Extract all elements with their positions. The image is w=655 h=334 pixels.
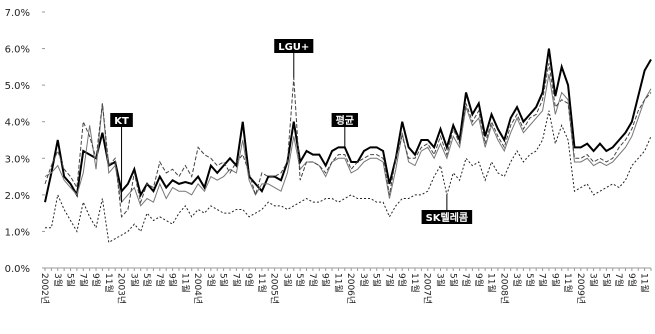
- x-tick-label: 3월: [281, 273, 293, 287]
- callout-box: [421, 210, 473, 224]
- x-tick-label: 2007년: [422, 273, 433, 304]
- callout: [421, 194, 473, 224]
- x-tick-label: 7월: [307, 273, 319, 287]
- x-tick-label: 5월: [65, 273, 77, 287]
- callout: [110, 113, 133, 203]
- x-tick-label: 5월: [294, 273, 306, 287]
- callout-text: KT: [114, 116, 129, 127]
- y-tick-label: 3.0%: [5, 154, 30, 165]
- x-tick-label: 2003년: [116, 273, 127, 304]
- callout: [274, 39, 314, 78]
- x-tick-label: 11월: [256, 273, 268, 293]
- callout-text: LGU+: [278, 42, 309, 53]
- series-line: [44, 74, 652, 207]
- x-tick-label: 2002년: [39, 273, 50, 304]
- callout-box: [331, 113, 359, 127]
- callout: [331, 113, 359, 148]
- x-tick-label: 5월: [141, 273, 153, 287]
- x-tick-label: 7월: [383, 273, 395, 287]
- series-line: [44, 63, 652, 218]
- x-tick-label: 3월: [205, 273, 217, 287]
- x-tick-label: 3월: [128, 273, 140, 287]
- y-tick-label: 5.0%: [5, 81, 30, 92]
- x-tick-label: 9월: [167, 273, 179, 287]
- x-tick-label: 3월: [52, 273, 64, 287]
- x-tick-label: 5월: [600, 273, 612, 287]
- x-tick-label: 9월: [549, 273, 561, 287]
- x-tick-label: 11월: [179, 273, 191, 293]
- x-tick-label: 9월: [243, 273, 255, 287]
- x-tick-label: 3월: [511, 273, 523, 287]
- x-tick-label: 2004년: [192, 273, 203, 304]
- y-tick-label: 1.0%: [5, 227, 30, 238]
- x-tick-label: 9월: [396, 273, 408, 287]
- callout-box: [274, 39, 314, 53]
- x-tick-label: 7월: [613, 273, 625, 287]
- x-tick-label: 5월: [371, 273, 383, 287]
- x-tick-label: 9월: [473, 273, 485, 287]
- x-tick-label: 11월: [486, 273, 498, 293]
- x-tick-label: 11월: [103, 273, 115, 293]
- y-tick-label: 4.0%: [5, 118, 30, 129]
- x-tick-label: 11월: [562, 273, 574, 293]
- x-tick-label: 3월: [434, 273, 446, 287]
- y-tick-label: 6.0%: [5, 45, 30, 56]
- callout-box: [110, 113, 133, 127]
- x-tick-label: 11월: [332, 273, 344, 293]
- x-tick-label: 11월: [639, 273, 651, 293]
- y-tick-label: 2.0%: [5, 191, 30, 202]
- x-tick-label: 3월: [358, 273, 370, 287]
- x-tick-label: 7월: [460, 273, 472, 287]
- callout-text: 평균: [336, 114, 354, 127]
- x-tick-label: 2005년: [269, 273, 280, 304]
- x-tick-label: 11월: [409, 273, 421, 293]
- x-tick-label: 3월: [588, 273, 600, 287]
- x-tick-label: 9월: [626, 273, 638, 287]
- x-tick-label: 2006년: [345, 273, 356, 304]
- x-tick-label: 2009년: [575, 273, 586, 304]
- x-tick-label: 5월: [447, 273, 459, 287]
- x-tick-label: 5월: [218, 273, 230, 287]
- x-tick-label: 7월: [154, 273, 166, 287]
- x-tick-label: 2008년: [498, 273, 509, 304]
- x-tick-label: 7월: [537, 273, 549, 287]
- x-tick-label: 5월: [524, 273, 536, 287]
- x-tick-label: 7월: [77, 273, 89, 287]
- callout-text: SK텔레콤: [426, 211, 469, 224]
- y-tick-label: 7.0%: [5, 8, 30, 19]
- x-tick-label: 9월: [90, 273, 102, 287]
- y-tick-label: 0.0%: [5, 264, 30, 275]
- x-tick-label: 9월: [320, 273, 332, 287]
- x-tick-label: 7월: [230, 273, 242, 287]
